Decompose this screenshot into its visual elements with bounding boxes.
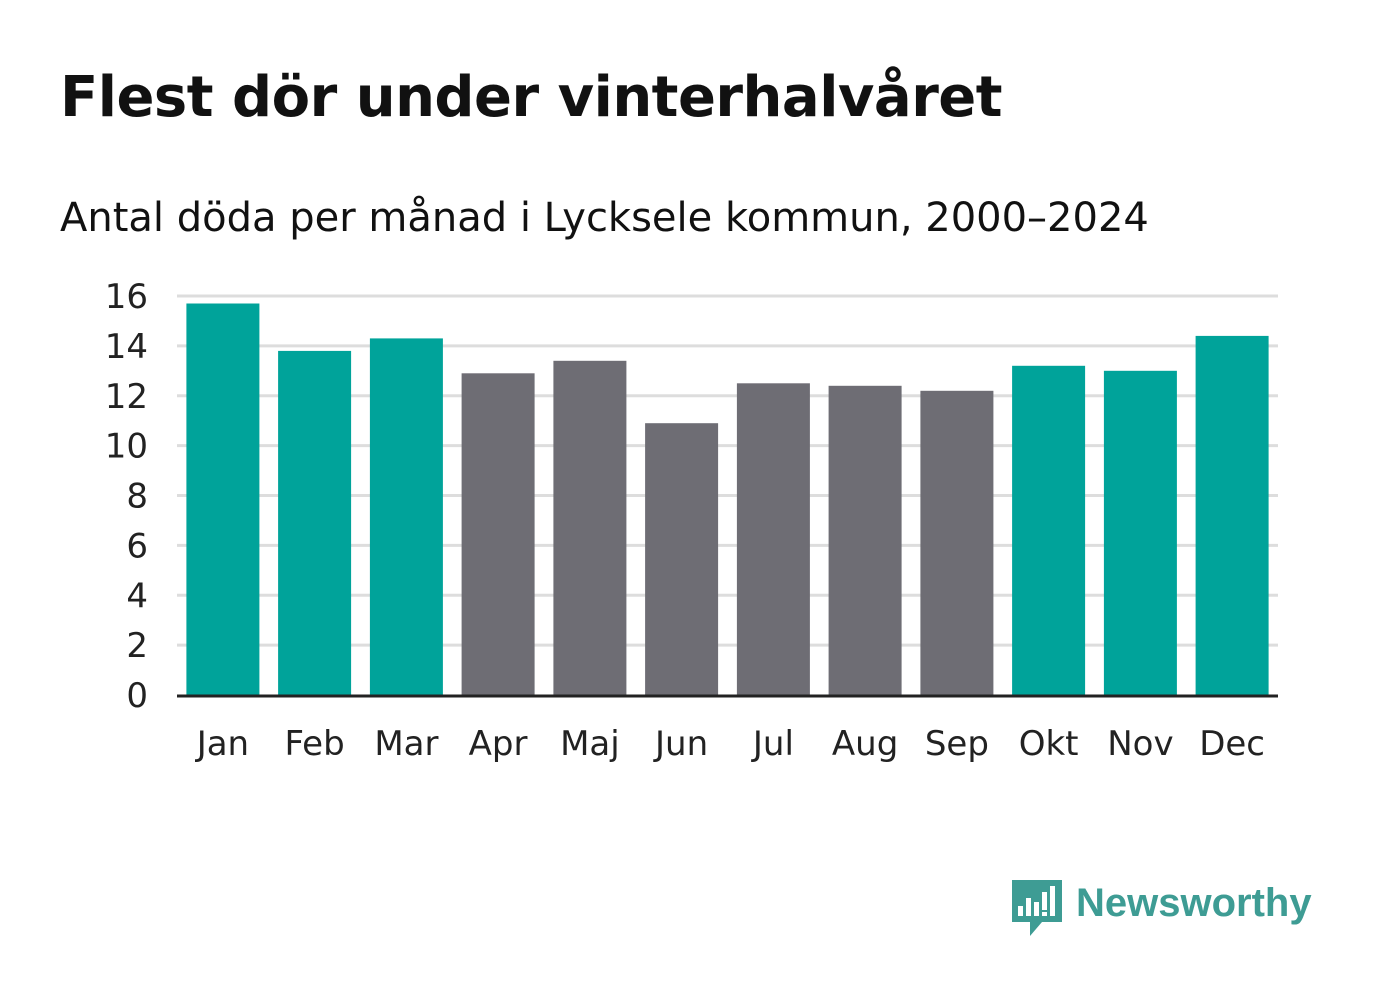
chart-title: Flest dör under vinterhalvåret [60, 65, 1003, 130]
bar-apr [461, 373, 535, 695]
x-tick-label: Maj [560, 724, 620, 764]
newsworthy-logo-icon [1012, 880, 1062, 936]
bar-feb [278, 350, 352, 695]
y-tick-label: 14 [105, 327, 148, 367]
y-tick-label: 8 [126, 477, 148, 517]
x-tick-label: Jan [195, 724, 249, 764]
bar-jul [736, 383, 810, 695]
x-tick-label: Okt [1019, 724, 1079, 764]
bar-mar [369, 338, 443, 695]
x-tick-label: Feb [284, 724, 344, 764]
bar-jan [186, 303, 260, 695]
bar-aug [828, 385, 902, 695]
bar-nov [1103, 370, 1177, 695]
bar-dec [1195, 335, 1269, 695]
brand: Newsworthy [1010, 878, 1312, 942]
y-tick-label: 0 [126, 676, 148, 716]
x-tick-label: Jun [653, 724, 708, 764]
bar-maj [553, 360, 627, 695]
bar-jun [645, 423, 719, 695]
x-tick-label: Mar [374, 724, 438, 764]
y-tick-label: 12 [105, 377, 148, 417]
x-tick-label: Dec [1199, 724, 1265, 764]
bar-okt [1012, 365, 1086, 695]
y-tick-label: 10 [105, 427, 148, 467]
y-tick-label: 6 [126, 526, 148, 566]
x-tick-label: Apr [469, 724, 528, 764]
bar-sep [920, 390, 994, 695]
y-tick-label: 4 [126, 576, 148, 616]
x-tick-label: Jul [751, 724, 794, 764]
axes: 0 2 4 6 8 10 12 14 16 Jan Feb Mar Apr Maj Jun Jul Aug Sep… [105, 277, 1278, 764]
y-tick-label: 16 [105, 277, 148, 317]
bars [186, 303, 1269, 695]
brand-name: Newsworthy [1076, 881, 1312, 925]
gridlines [177, 294, 1278, 647]
x-tick-label: Nov [1107, 724, 1173, 764]
x-tick-label: Sep [925, 724, 989, 764]
chart-subtitle: Antal döda per månad i Lycksele kommun, … [60, 195, 1149, 241]
y-tick-label: 2 [126, 626, 148, 666]
x-tick-label: Aug [832, 724, 898, 764]
